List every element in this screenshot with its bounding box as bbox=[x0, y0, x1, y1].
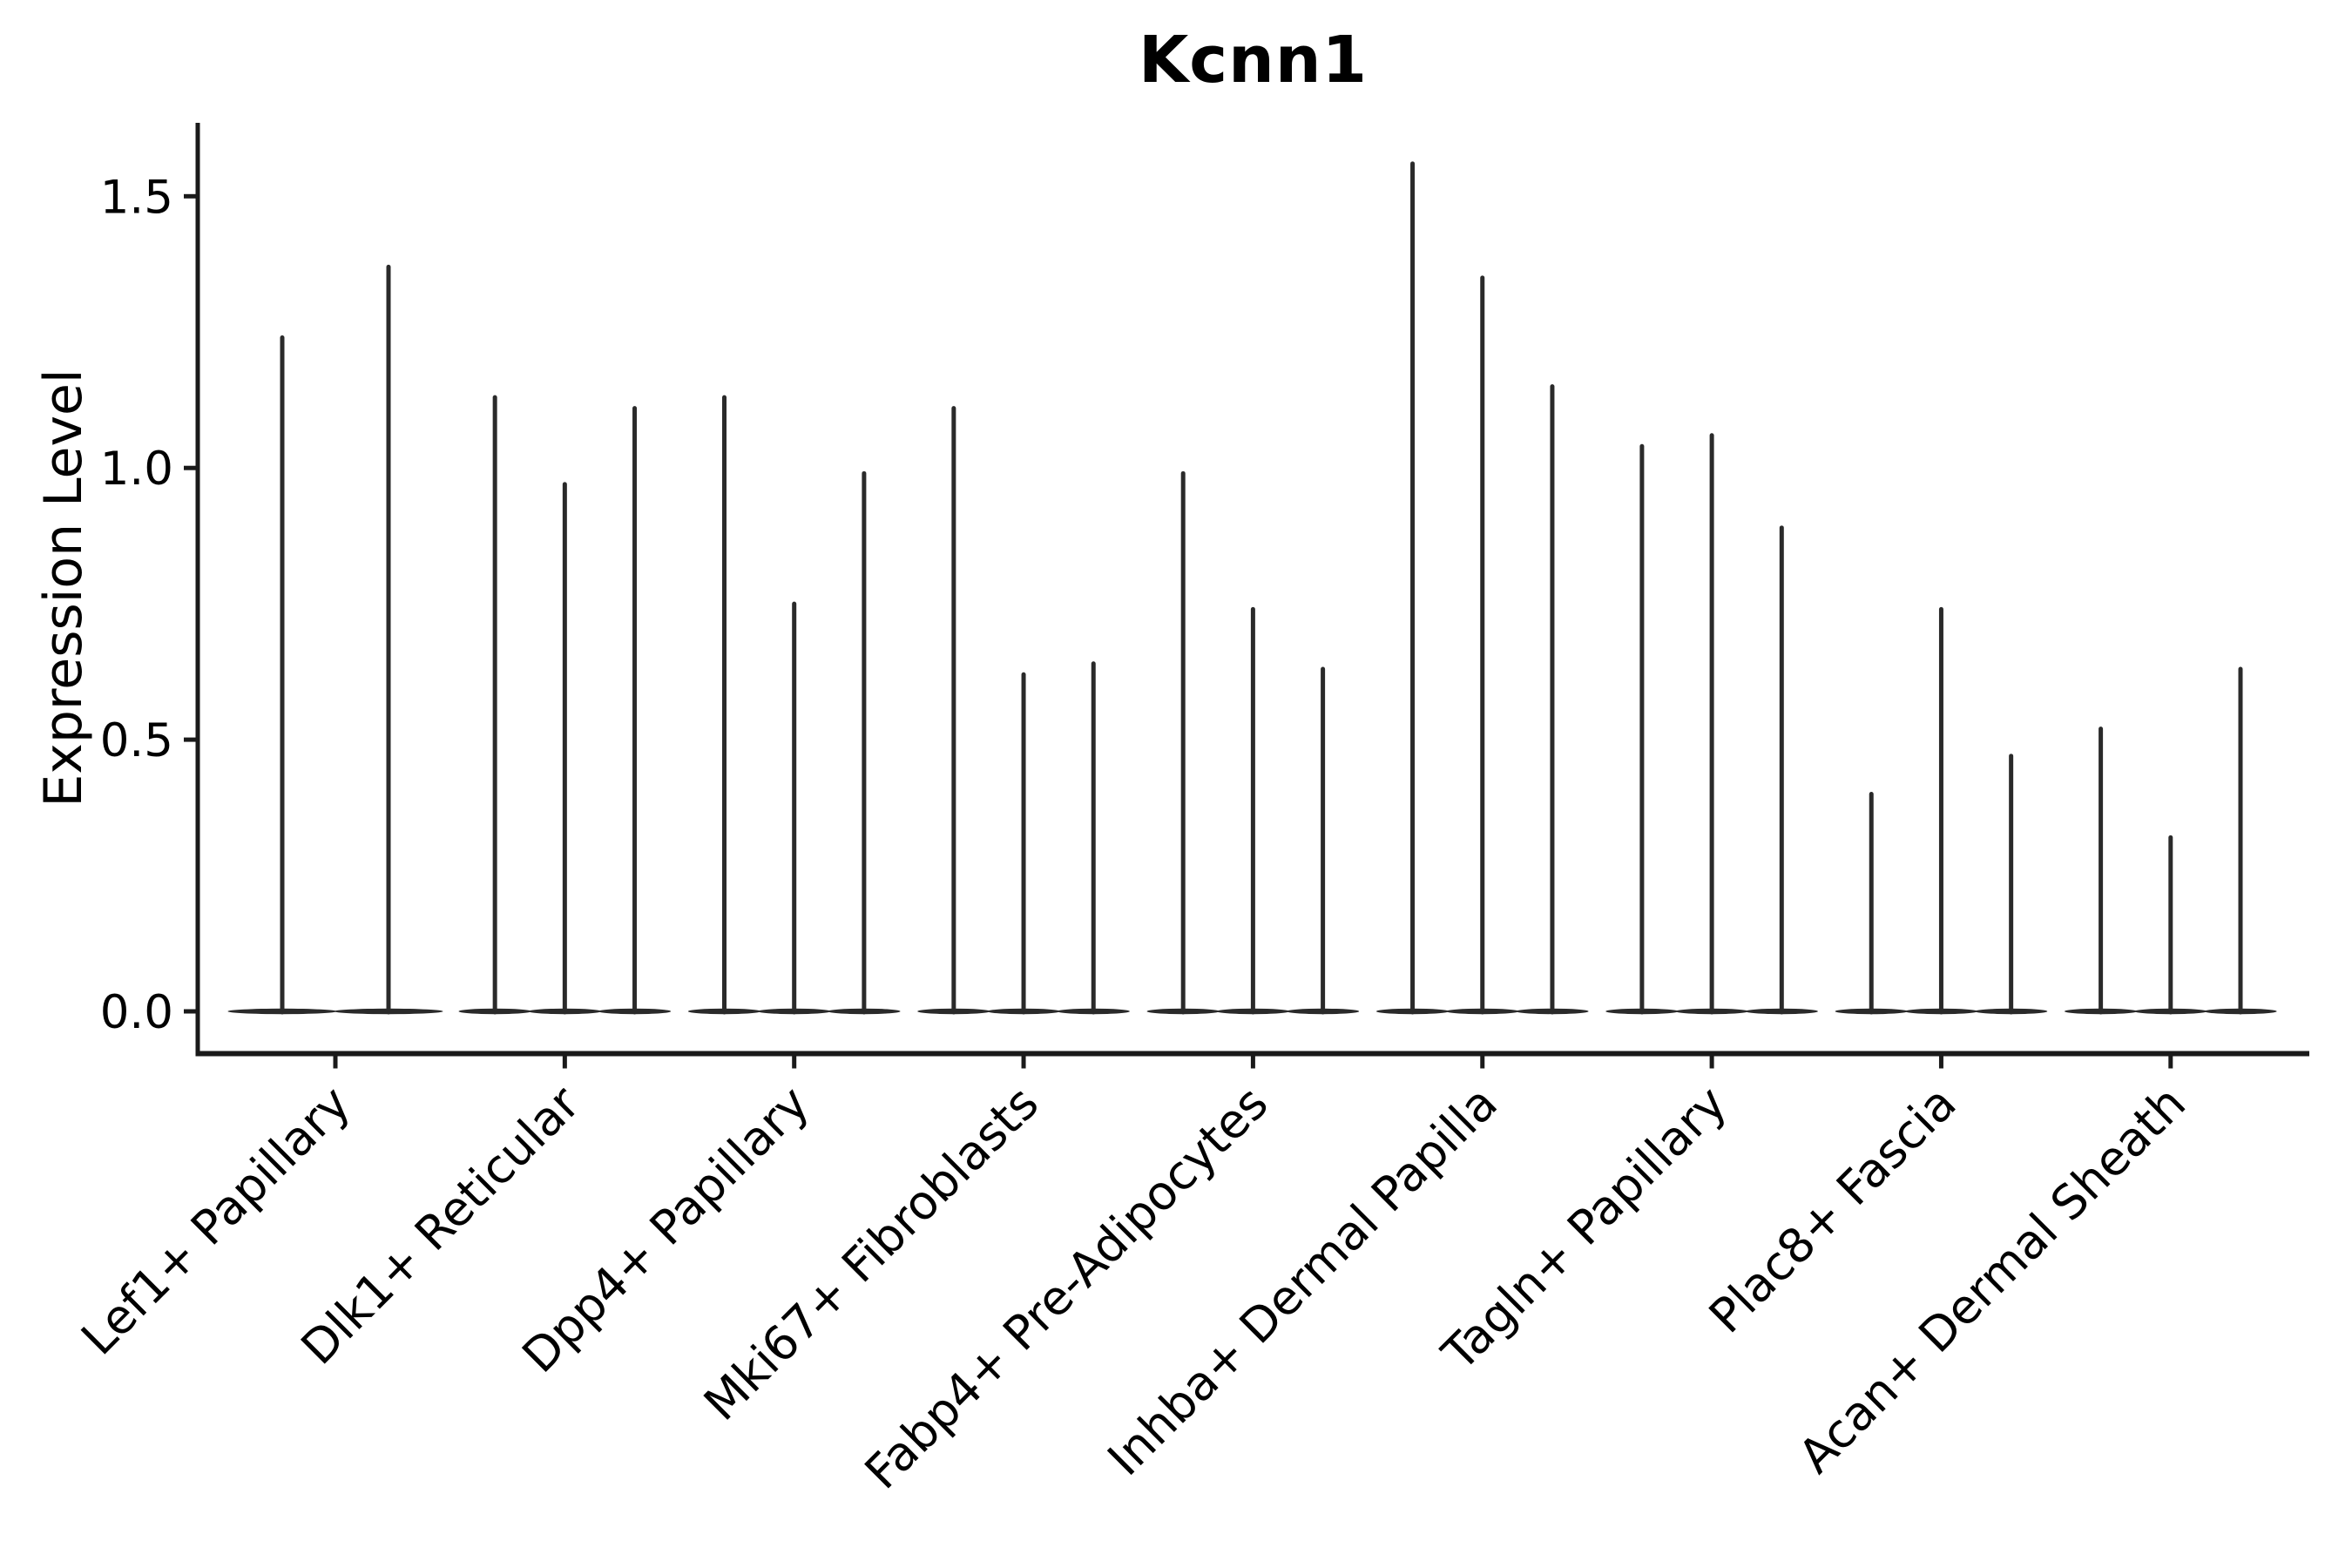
y-tick-label: 1.5 bbox=[100, 171, 173, 224]
x-category-label: Fabp4+ Pre-Adipocytes bbox=[855, 1076, 1279, 1500]
x-category-label: Plac8+ Fascia bbox=[1699, 1076, 1967, 1344]
y-tick-label: 0.0 bbox=[100, 986, 173, 1039]
x-category-label: Acan+ Dermal Sheath bbox=[1788, 1076, 2196, 1484]
y-tick-label: 1.0 bbox=[100, 443, 173, 496]
y-tick-label: 0.5 bbox=[100, 714, 173, 767]
x-category-label: Inhba+ Dermal Papilla bbox=[1098, 1076, 1508, 1486]
chart-title: Kcnn1 bbox=[1138, 23, 1369, 98]
